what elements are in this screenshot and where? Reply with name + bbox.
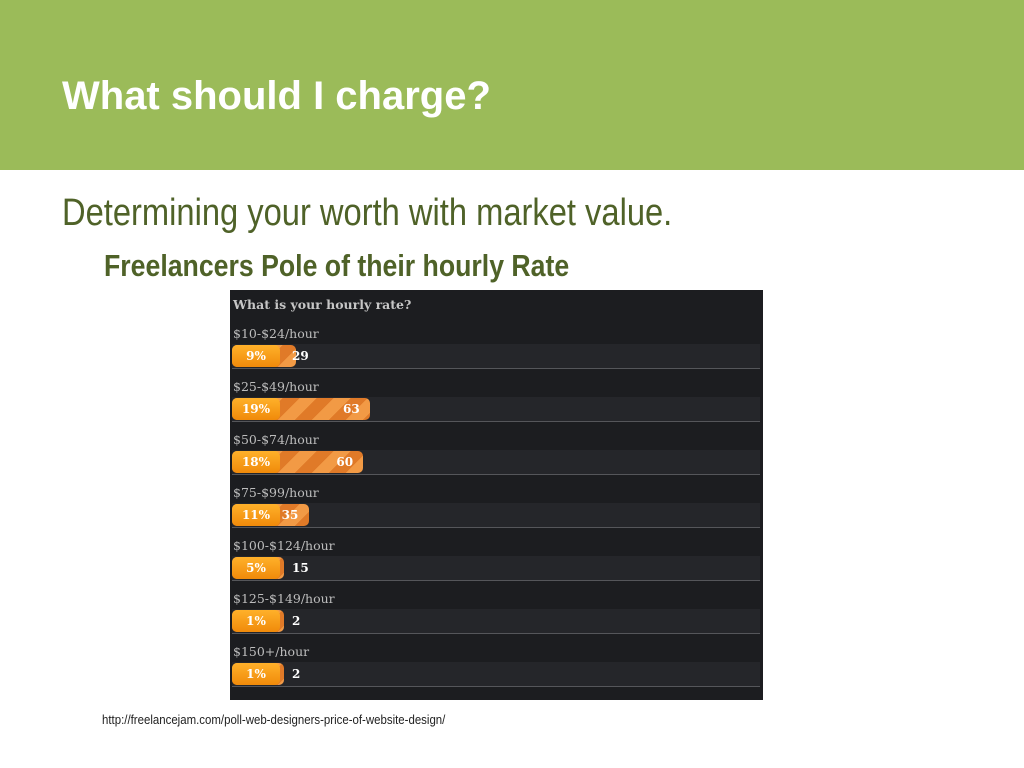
poll-bar-track [232, 609, 760, 634]
poll-row: $125-$149/hour 1% 2 [230, 591, 763, 643]
poll-bar-track [232, 556, 760, 581]
poll-vote-count: 60 [336, 455, 354, 469]
poll-percent-label: 18% [241, 455, 271, 469]
poll-option-label: $150+/hour [233, 644, 310, 659]
poll-percent-label: 1% [246, 667, 266, 681]
slide-title: What should I charge? [62, 74, 491, 118]
poll-bar-percent [232, 398, 280, 420]
poll-row: $10-$24/hour 9% 29 [230, 326, 763, 378]
poll-option-label: $50-$74/hour [233, 432, 319, 447]
poll-row: $50-$74/hour 18% 60 [230, 432, 763, 484]
poll-vote-count: 63 [343, 402, 360, 416]
poll-bar-percent [232, 345, 280, 367]
poll-option-label: $10-$24/hour [233, 326, 319, 341]
poll-bar-track [232, 662, 760, 687]
title-banner: What should I charge? [0, 0, 1024, 170]
poll-bar-percent [232, 557, 280, 579]
poll-vote-count: 35 [281, 508, 299, 522]
poll-row: $75-$99/hour 11% 35 [230, 485, 763, 537]
poll-chart: What is your hourly rate? $10-$24/hour 9%… [230, 290, 763, 700]
poll-option-label: $100-$124/hour [233, 538, 335, 553]
poll-bar-percent [232, 610, 280, 632]
poll-row: $100-$124/hour 5% 15 [230, 538, 763, 590]
poll-bar-percent [232, 451, 280, 473]
source-link[interactable]: http://freelancejam.com/poll-web-designe… [102, 712, 446, 727]
slide-sub-subtitle: Freelancers Pole of their hourly Rate [104, 248, 570, 283]
poll-percent-label: 19% [241, 402, 271, 416]
poll-vote-count: 29 [292, 349, 309, 363]
poll-vote-count: 2 [292, 667, 301, 681]
poll-percent-label: 5% [246, 561, 266, 575]
poll-option-label: $25-$49/hour [233, 379, 319, 394]
poll-row: $150+/hour 1% 2 [230, 644, 763, 696]
poll-question: What is your hourly rate? [233, 297, 412, 312]
poll-percent-label: 11% [241, 508, 271, 522]
poll-bar-track [232, 503, 760, 528]
poll-bar-percent [232, 504, 280, 526]
poll-row: $25-$49/hour 19% 63 [230, 379, 763, 431]
poll-vote-count: 15 [292, 561, 309, 575]
poll-option-label: $125-$149/hour [233, 591, 335, 606]
poll-percent-label: 9% [246, 349, 266, 363]
poll-option-label: $75-$99/hour [233, 485, 319, 500]
poll-bar-track [232, 344, 760, 369]
poll-percent-label: 1% [246, 614, 266, 628]
poll-bar-percent [232, 663, 280, 685]
poll-vote-count: 2 [292, 614, 301, 628]
slide-subtitle: Determining your worth with market value… [62, 192, 673, 234]
